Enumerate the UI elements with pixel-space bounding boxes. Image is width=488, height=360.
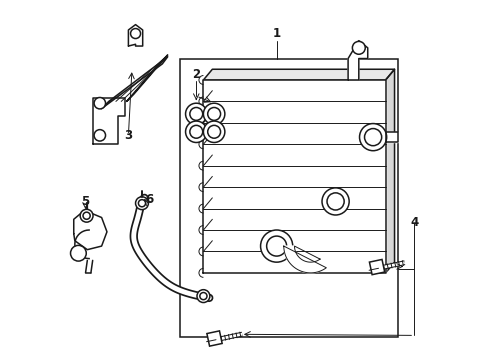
Polygon shape [385, 132, 397, 143]
Bar [368, 260, 384, 275]
Circle shape [207, 125, 220, 138]
Circle shape [94, 98, 105, 109]
Circle shape [189, 108, 203, 120]
Circle shape [200, 293, 206, 300]
Polygon shape [74, 210, 107, 249]
Circle shape [359, 123, 386, 151]
Circle shape [322, 188, 348, 215]
Circle shape [80, 209, 93, 222]
Circle shape [364, 129, 381, 146]
Circle shape [203, 103, 224, 125]
Circle shape [130, 28, 140, 39]
Circle shape [83, 212, 90, 219]
Text: 6: 6 [145, 193, 154, 206]
Circle shape [189, 125, 203, 138]
Polygon shape [283, 246, 325, 273]
Polygon shape [203, 80, 385, 273]
Bar [206, 331, 222, 346]
Circle shape [185, 121, 206, 143]
Circle shape [70, 246, 86, 261]
Text: 5: 5 [81, 195, 89, 208]
Circle shape [352, 41, 365, 54]
Polygon shape [347, 41, 367, 80]
Circle shape [94, 130, 105, 141]
Circle shape [260, 230, 292, 262]
Circle shape [185, 103, 206, 125]
Circle shape [326, 193, 344, 210]
Bar [180, 59, 397, 337]
Circle shape [138, 200, 145, 207]
Polygon shape [126, 55, 167, 102]
Circle shape [266, 236, 286, 256]
Polygon shape [93, 98, 124, 144]
Text: 1: 1 [272, 27, 280, 40]
Polygon shape [102, 57, 167, 109]
Bar [181, 60, 396, 336]
Polygon shape [385, 69, 394, 273]
Text: 2: 2 [192, 68, 200, 81]
Circle shape [203, 121, 224, 143]
Circle shape [207, 108, 220, 120]
Circle shape [135, 197, 148, 210]
Text: 4: 4 [409, 216, 417, 229]
Polygon shape [203, 69, 394, 80]
Polygon shape [128, 24, 142, 46]
Circle shape [197, 290, 209, 302]
Text: 3: 3 [124, 129, 132, 142]
